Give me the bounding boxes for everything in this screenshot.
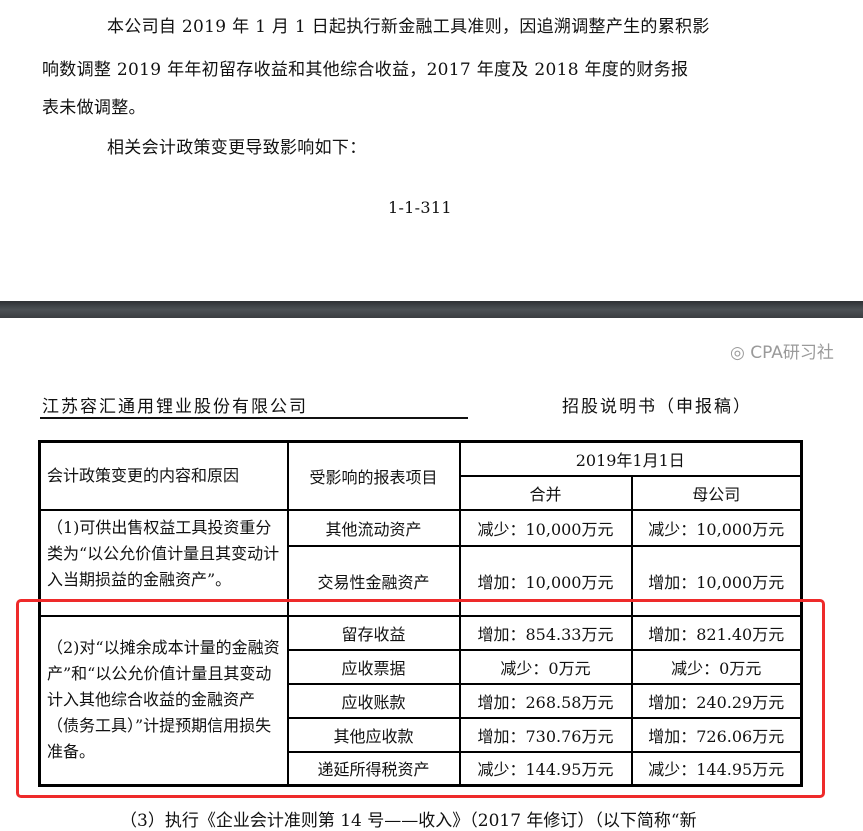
next-paragraph: （3）执行《企业会计准则第 14 号——收入》（2017 年修订）（以下简称“新 [120, 811, 697, 831]
page-number: 1-1-311 [388, 198, 452, 217]
item-cell: 交易性金融资产 [286, 544, 461, 617]
table-row: 递延所得税资产 减少：144.95万元 减少：144.95万元 [40, 750, 803, 787]
table-row: 交易性金融资产 增加：10,000万元 增加：10,000万元 [40, 544, 803, 617]
parent-cell: 增加：240.29万元 [630, 682, 803, 719]
parent-cell: 减少：144.95万元 [630, 750, 803, 787]
policy-change-table: 会计政策变更的内容和原因 受影响的报表项目 2019年1月1日 合并 母公司 （… [38, 440, 803, 787]
table-row: 应收票据 减少：0万元 减少：0万元 [40, 648, 803, 685]
page-separator [0, 301, 863, 318]
item-cell: 递延所得税资产 [286, 750, 461, 787]
table-row: （1)可供出售权益工具投资重分类为“以公允价值计量且其变动计入当期损益的金融资产… [38, 508, 803, 617]
table-row: 应收账款 增加：268.58万元 增加：240.29万元 [40, 682, 803, 719]
item-cell: 其他流动资产 [286, 508, 461, 547]
consolidated-cell: 增加：268.58万元 [458, 682, 633, 719]
item-cell: 应收票据 [286, 648, 461, 685]
parent-cell: 减少：0万元 [630, 648, 803, 685]
header-consolidated: 合并 [458, 474, 633, 511]
highlight-box [16, 599, 825, 798]
parent-cell: 减少：10,000万元 [630, 508, 803, 547]
parent-cell: 增加：10,000万元 [630, 544, 803, 617]
company-name: 江苏容汇通用锂业股份有限公司 [42, 397, 308, 417]
consolidated-cell: 减少：0万元 [458, 648, 633, 685]
table-row: 其他应收款 增加：730.76万元 增加：726.06万元 [40, 716, 803, 753]
parent-cell: 增加：821.40万元 [630, 614, 803, 651]
parent-cell: 增加：726.06万元 [630, 716, 803, 753]
consolidated-cell: 增加：854.33万元 [458, 614, 633, 651]
consolidated-cell: 减少：144.95万元 [458, 750, 633, 787]
item-cell: 其他应收款 [286, 716, 461, 753]
paragraph-line: 本公司自 2019 年 1 月 1 日起执行新金融工具准则，因追溯调整产生的累积… [107, 17, 710, 37]
header-parent: 母公司 [630, 474, 803, 511]
document-title: 招股说明书（申报稿） [562, 397, 752, 417]
header-rule [40, 417, 468, 419]
table-row: （2)对“以摊余成本计量的金融资产”和“以公允价值计量且其变动计入其他综合收益的… [38, 614, 803, 787]
paragraph-line: 响数调整 2019 年年初留存收益和其他综合收益，2017 年度及 2018 年… [42, 60, 689, 80]
paragraph-line: 表未做调整。 [42, 98, 146, 118]
item-cell: 留存收益 [286, 614, 461, 651]
reason-cell: （1)可供出售权益工具投资重分类为“以公允价值计量且其变动计入当期损益的金融资产… [38, 508, 289, 617]
header-item: 受影响的报表项目 [286, 440, 461, 511]
consolidated-cell: 增加：10,000万元 [458, 544, 633, 617]
consolidated-cell: 减少：10,000万元 [458, 508, 633, 547]
consolidated-cell: 增加：730.76万元 [458, 716, 633, 753]
item-cell: 应收账款 [286, 682, 461, 719]
reason-cell: （2)对“以摊余成本计量的金融资产”和“以公允价值计量且其变动计入其他综合收益的… [38, 614, 289, 787]
wechat-icon: ◎ [730, 343, 751, 363]
header-date: 2019年1月1日 [458, 440, 803, 477]
watermark: ◎ CPA研习社 [730, 343, 834, 363]
header-reason: 会计政策变更的内容和原因 [38, 440, 289, 511]
paragraph-intro: 相关会计政策变更导致影响如下： [107, 138, 367, 158]
